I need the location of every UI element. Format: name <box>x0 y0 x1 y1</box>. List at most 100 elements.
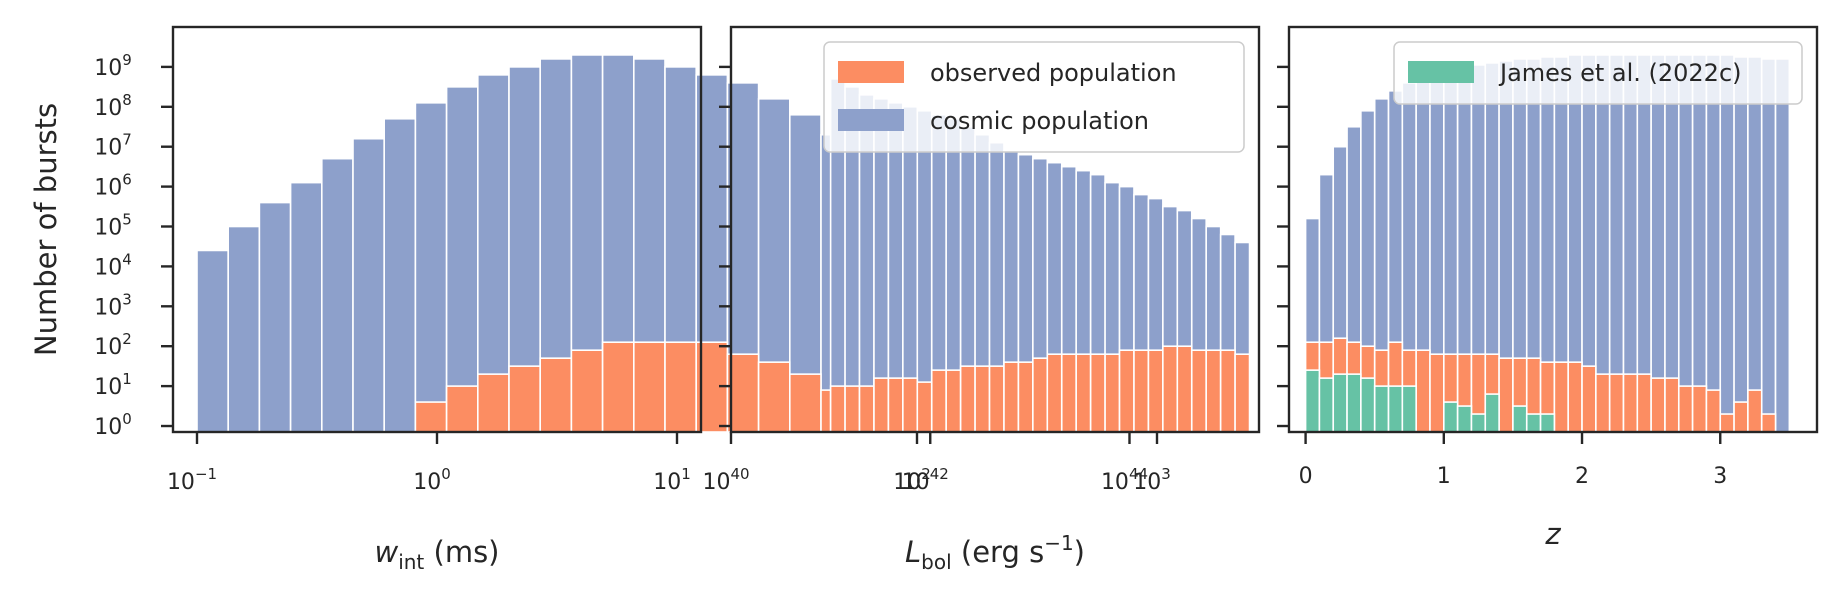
y-tick-label: 102 <box>94 330 132 360</box>
observed-bar <box>829 385 846 433</box>
cosmic-bar <box>1650 54 1666 433</box>
cosmic-bar <box>1664 54 1680 433</box>
x-axis-title: z <box>1544 517 1561 551</box>
cosmic-bar <box>383 117 417 433</box>
observed-bar <box>959 365 976 433</box>
cosmic-bar <box>320 157 354 433</box>
observed-bar <box>988 365 1005 433</box>
observed-bar <box>887 377 904 433</box>
observed-bar <box>1622 373 1639 433</box>
cosmic-bar <box>414 102 448 433</box>
observed-bar <box>858 385 875 433</box>
y-tick-label: 100 <box>94 410 132 440</box>
series-observed <box>829 345 1251 433</box>
x-tick-label: 103 <box>1133 465 1171 495</box>
observed-bar <box>539 357 573 433</box>
observed-bar <box>1760 413 1777 433</box>
x-tick-label: 101 <box>653 465 691 495</box>
observed-bar <box>414 401 448 433</box>
observed-bar <box>1636 373 1652 433</box>
legend-label-james: James et al. (2022c) <box>1498 59 1742 87</box>
observed-bar <box>1650 377 1666 433</box>
observed-bar <box>916 381 933 433</box>
observed-bar <box>664 341 698 433</box>
x-tick-label: 1040 <box>702 465 749 495</box>
legend-box <box>1393 41 1803 105</box>
x-axis: 1040 1042 1044 Lbol (erg s−1) <box>702 432 1148 574</box>
james-bar <box>1360 377 1376 433</box>
y-axis <box>719 65 731 428</box>
observed-bar <box>1691 385 1708 433</box>
observed-bar <box>1104 353 1121 433</box>
observed-bar <box>601 341 635 433</box>
y-tick-label: 103 <box>94 290 132 320</box>
legend-swatch-cosmic <box>838 109 904 131</box>
x-tick-label: 10−1 <box>167 465 217 495</box>
james-bar <box>1387 385 1404 433</box>
observed-bar <box>1234 353 1251 433</box>
observed-bar <box>1567 361 1583 433</box>
cosmic-bar <box>196 249 230 433</box>
observed-bar <box>1060 353 1077 433</box>
observed-bar <box>1046 353 1063 433</box>
observed-bar <box>945 369 962 433</box>
panel-luminosity-histogram: 1040 1042 1044 Lbol (erg s−1) observed popul… <box>702 25 1261 574</box>
observed-bar <box>974 365 991 433</box>
james-bar <box>1443 401 1459 433</box>
observed-bar <box>1719 413 1735 433</box>
james-bar <box>1512 405 1528 433</box>
observed-bar <box>788 373 822 433</box>
legend-label-cosmic: cosmic population <box>930 107 1149 135</box>
observed-bar <box>508 365 542 433</box>
observed-bar <box>476 373 510 433</box>
james-bar <box>1484 393 1500 433</box>
observed-bar <box>445 385 479 433</box>
observed-bar <box>1205 349 1222 433</box>
james-bar <box>1346 373 1362 433</box>
axes-frame <box>1287 25 1819 434</box>
x-tick-label: 3 <box>1713 464 1727 489</box>
observed-bar <box>1003 361 1020 433</box>
x-tick-label: 1044 <box>1101 465 1148 495</box>
observed-bar <box>1176 345 1193 433</box>
observed-bar <box>1017 361 1034 433</box>
x-tick-label: 0 <box>1299 464 1313 489</box>
cosmic-bar <box>1747 56 1763 433</box>
y-tick-label: 107 <box>94 131 132 161</box>
y-tick-label: 106 <box>94 171 132 201</box>
james-bar <box>1304 369 1321 433</box>
y-tick-label: 104 <box>94 250 132 280</box>
observed-bar <box>1429 353 1445 433</box>
observed-bar <box>1747 389 1763 433</box>
y-tick-label: 109 <box>94 51 132 81</box>
observed-bar <box>1705 389 1722 433</box>
james-bar <box>1401 385 1417 433</box>
observed-bar <box>1075 353 1092 433</box>
series-observed <box>414 341 947 433</box>
cosmic-bar <box>1691 54 1708 433</box>
observed-bar <box>1595 373 1611 433</box>
observed-bar <box>570 349 604 433</box>
legend-swatch-observed <box>838 61 904 83</box>
panel-redshift-histogram: 0 1 2 3 z James et al. (2022c) <box>1277 25 1819 551</box>
observed-bar <box>1133 349 1150 433</box>
cosmic-bar <box>258 201 292 433</box>
observed-bar <box>930 369 947 433</box>
cosmic-bar <box>1733 56 1749 433</box>
axes-frame <box>729 25 1261 434</box>
observed-bar <box>1581 365 1597 433</box>
cosmic-bar <box>476 74 510 433</box>
observed-bar <box>1032 357 1049 433</box>
observed-bar <box>1415 349 1431 433</box>
observed-bar <box>1664 377 1680 433</box>
observed-bar <box>1553 361 1570 433</box>
james-bar <box>1373 385 1390 433</box>
james-bar <box>1332 373 1348 433</box>
observed-bar <box>1147 349 1164 433</box>
x-tick-label: 2 <box>1575 464 1589 489</box>
cosmic-bar <box>1719 54 1735 433</box>
x-tick-label: 100 <box>413 465 451 495</box>
observed-bar <box>757 361 791 433</box>
x-tick-label: 102 <box>893 465 931 495</box>
james-bar <box>1470 413 1487 433</box>
